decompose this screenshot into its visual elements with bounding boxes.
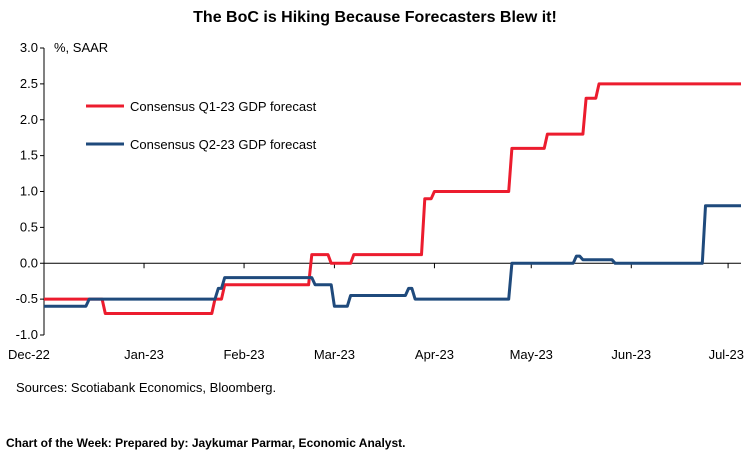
y-tick-label: 1.5 [20, 148, 38, 163]
x-tick-label: Feb-23 [223, 347, 264, 362]
y-tick-label: 3.0 [20, 40, 38, 55]
y-tick-label: -1.0 [16, 327, 38, 342]
series-line-q1-forecast [44, 82, 741, 315]
y-tick-label: 0.0 [20, 255, 38, 270]
legend-label-q1: Consensus Q1-23 GDP forecast [130, 99, 317, 114]
x-tick-label: Mar-23 [314, 347, 355, 362]
sources-note: Sources: Scotiabank Economics, Bloomberg… [16, 380, 276, 395]
y-tick-label: 0.5 [20, 219, 38, 234]
x-tick-label: Jul-23 [709, 347, 744, 362]
x-axis-ticks: Dec-22 Jan-23 Feb-23 Mar-23 Apr-23 May-23 Jun-… [8, 263, 744, 362]
series-group [44, 82, 741, 315]
credit-line: Chart of the Week: Prepared by: Jaykumar… [6, 436, 405, 450]
legend-label-q2: Consensus Q2-23 GDP forecast [130, 137, 317, 152]
x-tick-label: Dec-22 [8, 347, 50, 362]
y-tick-label: -0.5 [16, 291, 38, 306]
y-axis-ticks: 3.0 2.5 2.0 1.5 1.0 0.5 0.0 -0.5 -1.0 [16, 40, 44, 342]
x-tick-label: Apr-23 [415, 347, 454, 362]
y-tick-label: 1.0 [20, 184, 38, 199]
y-tick-label: 2.0 [20, 112, 38, 127]
y-tick-label: 2.5 [20, 76, 38, 91]
legend: Consensus Q1-23 GDP forecast Consensus Q… [86, 99, 317, 152]
x-tick-label: May-23 [510, 347, 553, 362]
x-tick-label: Jan-23 [124, 347, 164, 362]
x-tick-label: Jun-23 [611, 347, 651, 362]
chart-title: The BoC is Hiking Because Forecasters Bl… [193, 9, 557, 26]
y-axis-label: %, SAAR [54, 40, 108, 55]
series-line-q2-forecast [44, 204, 741, 308]
